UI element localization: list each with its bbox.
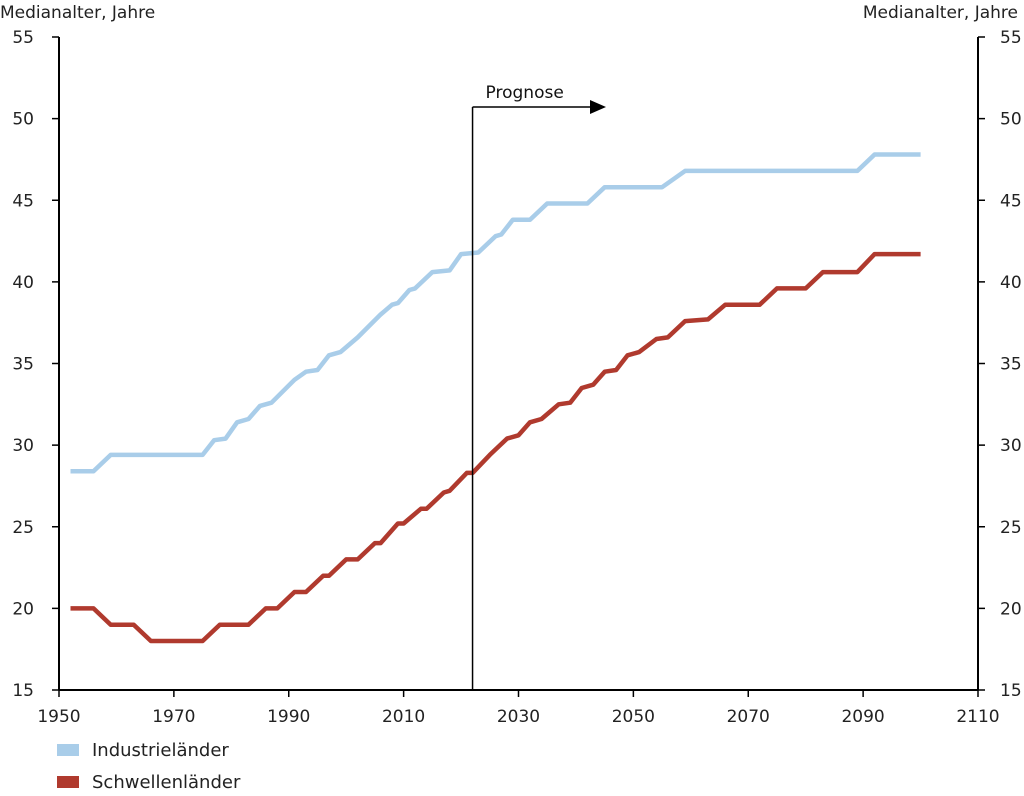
legend-swatch-industrielaender	[57, 744, 79, 756]
forecast-arrow-icon	[590, 100, 606, 114]
y-tick-label-left: 25	[12, 518, 34, 538]
x-tick-label: 2010	[382, 707, 425, 727]
y-ticks-right: 15 20 25 30 35 40 45 50 55	[978, 28, 1022, 701]
x-tick-label: 2050	[612, 707, 655, 727]
legend-label-industrielaender: Industrieländer	[92, 740, 229, 761]
legend: Industrieländer Schwellenländer	[57, 740, 241, 793]
y-tick-label-left: 40	[12, 273, 34, 293]
x-tick-label: 2070	[727, 707, 770, 727]
y-tick-label-left: 50	[12, 110, 34, 130]
y-ticks-left: 15 20 25 30 35 40 45 50 55	[12, 28, 59, 701]
forecast-label: Prognose	[486, 83, 564, 103]
series-line-1	[70, 251, 921, 644]
x-tick-label: 2030	[497, 707, 540, 727]
y-tick-label-left: 45	[12, 191, 34, 211]
forecast-annotation: Prognose	[471, 83, 606, 690]
series-line-0	[70, 152, 921, 474]
y-tick-label-left: 55	[12, 28, 34, 48]
legend-swatch-schwellenlaender	[57, 776, 79, 788]
y-tick-label-right: 40	[1000, 273, 1022, 293]
y-tick-label-right: 45	[1000, 191, 1022, 211]
y-axis-title-left: Medianalter, Jahre	[0, 3, 155, 23]
y-tick-label-right: 55	[1000, 28, 1022, 48]
series-layer	[70, 152, 921, 644]
x-tick-label: 1950	[37, 707, 80, 727]
y-tick-label-right: 25	[1000, 518, 1022, 538]
x-tick-label: 1990	[267, 707, 310, 727]
y-tick-label-left: 30	[12, 436, 34, 456]
legend-label-schwellenlaender: Schwellenländer	[92, 772, 241, 793]
y-tick-label-left: 20	[12, 599, 34, 619]
y-tick-label-right: 20	[1000, 599, 1022, 619]
y-axis-title-right: Medianalter, Jahre	[863, 3, 1018, 23]
y-tick-label-right: 30	[1000, 436, 1022, 456]
x-tick-label: 2110	[956, 707, 999, 727]
x-tick-label: 1970	[152, 707, 195, 727]
y-tick-label-right: 15	[1000, 681, 1022, 701]
y-tick-label-left: 15	[12, 681, 34, 701]
x-ticks: 1950 1970 1990 2010 2030 2050 2070 2090 2110	[37, 690, 1000, 727]
y-tick-label-right: 50	[1000, 110, 1022, 130]
axes	[58, 37, 979, 691]
x-tick-label: 2090	[841, 707, 884, 727]
y-tick-label-right: 35	[1000, 355, 1022, 375]
y-tick-label-left: 35	[12, 355, 34, 375]
